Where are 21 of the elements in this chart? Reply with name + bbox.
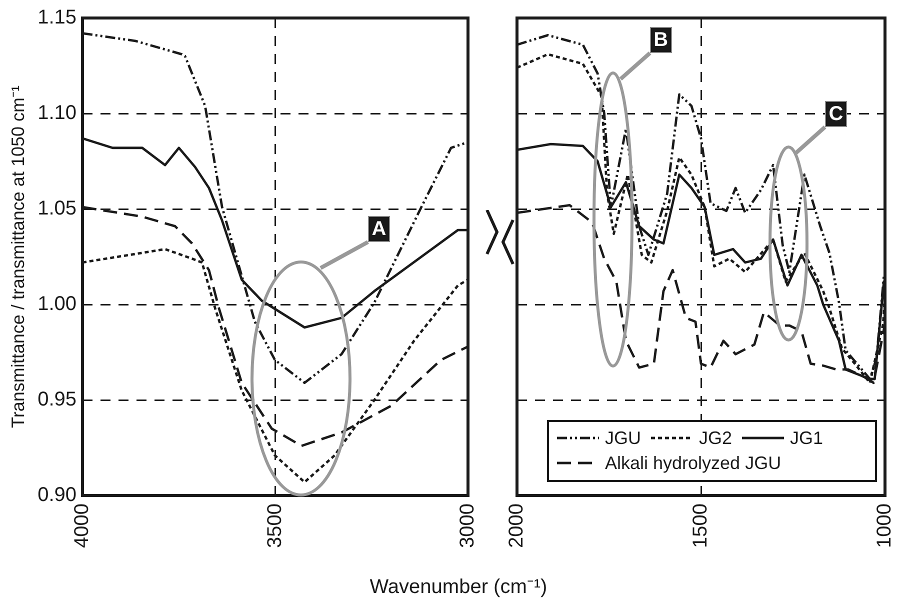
y-tick-label: 1.10 <box>38 102 77 124</box>
x-axis-title: Wavenumber (cm⁻¹) <box>368 575 548 599</box>
legend-label: JG1 <box>790 428 824 448</box>
y-tick-label: 0.95 <box>38 388 77 411</box>
legend-label: Alkali hydrolyzed JGU <box>605 452 782 474</box>
x-tick-label: 1000 <box>874 504 896 548</box>
annotation: C <box>824 101 848 128</box>
y-tick-label: 0.90 <box>38 484 77 506</box>
x-tick-label: 4000 <box>71 504 94 548</box>
x-tick-label: 3000 <box>456 504 479 548</box>
y-tick-label: 1.05 <box>38 198 77 220</box>
legend-label: JG2 <box>699 428 732 448</box>
y-tick-label: 1.15 <box>38 6 77 29</box>
annotation: A <box>368 216 390 242</box>
annotation: B <box>650 27 672 53</box>
x-tick-label: 1500 <box>690 504 712 548</box>
x-tick-label: 2000 <box>506 504 528 548</box>
legend-label: JGU <box>605 428 641 448</box>
y-tick-label: 1.00 <box>38 293 77 316</box>
y-axis-title: Transmittance / transmittance at 1050 cm⁻¹ <box>8 86 28 428</box>
x-tick-label: 3500 <box>264 504 286 548</box>
